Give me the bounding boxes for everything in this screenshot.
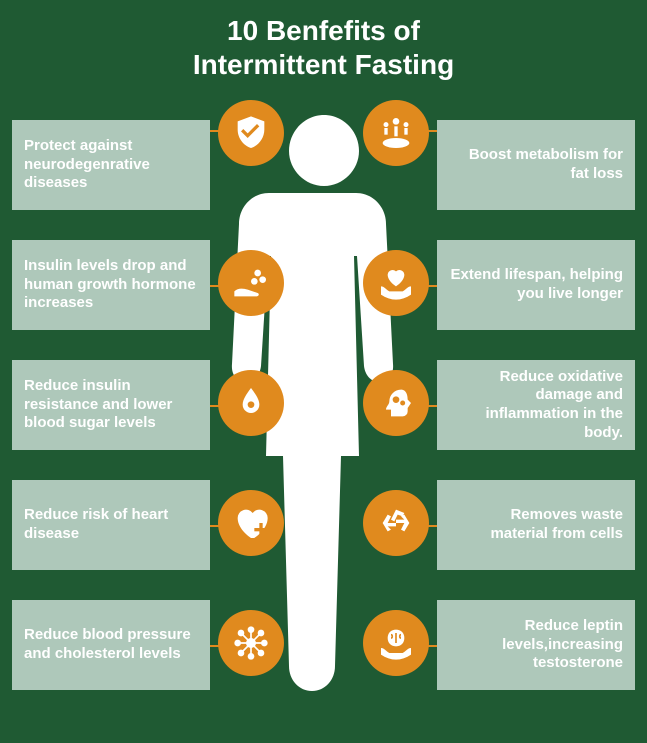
benefit-text: Reduce risk of heart disease [24, 506, 198, 544]
brain-gears-icon [363, 370, 429, 436]
benefit-box-right-0: Boost metabolism for fat loss [437, 120, 635, 210]
hand-pills-icon [218, 250, 284, 316]
heart-plus-icon [218, 490, 284, 556]
molecule-icon [218, 610, 284, 676]
recycle-icon [363, 490, 429, 556]
benefit-text: Removes waste material from cells [449, 506, 623, 544]
people-scale-icon [363, 100, 429, 166]
benefit-text: Boost metabolism for fat loss [449, 146, 623, 184]
benefit-text: Reduce leptin levels,increasing testoste… [449, 617, 623, 673]
benefit-text: Reduce insulin resistance and lower bloo… [24, 377, 198, 433]
benefit-box-right-1: Extend lifespan, helping you live longer [437, 240, 635, 330]
benefit-text: Reduce blood pressure and cholesterol le… [24, 626, 198, 664]
benefit-text: Extend lifespan, helping you live longer [449, 266, 623, 304]
blood-drop-icon [218, 370, 284, 436]
benefit-text: Insulin levels drop and human growth hor… [24, 257, 198, 313]
benefit-box-left-1: Insulin levels drop and human growth hor… [12, 240, 210, 330]
benefit-text: Reduce oxidative damage and inflammation… [449, 368, 623, 443]
infographic-title: 10 Benfefits of Intermittent Fasting [0, 0, 647, 81]
benefit-box-left-4: Reduce blood pressure and cholesterol le… [12, 600, 210, 690]
hands-heart-icon [363, 250, 429, 316]
benefit-box-right-2: Reduce oxidative damage and inflammation… [437, 360, 635, 450]
shield-icon [218, 100, 284, 166]
benefit-box-left-0: Protect against neurodegenrative disease… [12, 120, 210, 210]
hands-brain-icon [363, 610, 429, 676]
benefit-box-left-3: Reduce risk of heart disease [12, 480, 210, 570]
benefit-text: Protect against neurodegenrative disease… [24, 137, 198, 193]
benefit-box-right-3: Removes waste material from cells [437, 480, 635, 570]
benefit-box-right-4: Reduce leptin levels,increasing testoste… [437, 600, 635, 690]
benefit-box-left-2: Reduce insulin resistance and lower bloo… [12, 360, 210, 450]
